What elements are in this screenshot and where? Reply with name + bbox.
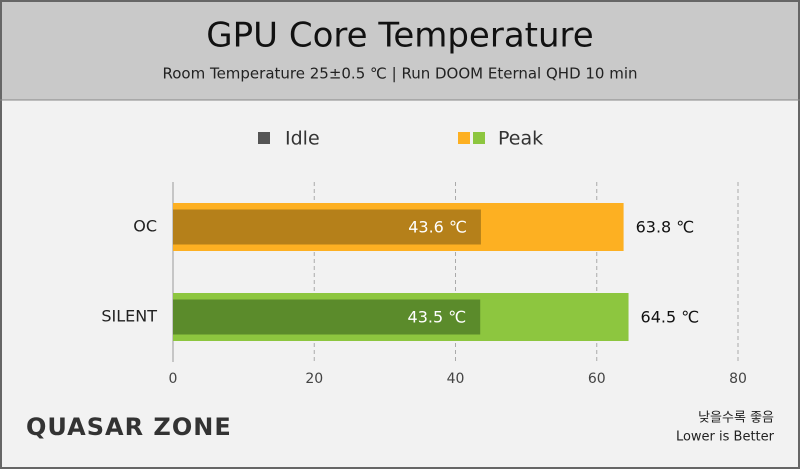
legend-swatch bbox=[258, 132, 270, 144]
x-tick-label: 80 bbox=[729, 371, 747, 387]
value-label: 63.8 ℃ bbox=[636, 218, 695, 237]
chart-subtitle: Room Temperature 25±0.5 ℃ | Run DOOM Ete… bbox=[162, 65, 637, 83]
chart-title: GPU Core Temperature bbox=[206, 16, 593, 56]
header-band bbox=[0, 0, 800, 100]
value-label: 64.5 ℃ bbox=[641, 308, 700, 327]
value-label: 43.6 ℃ bbox=[408, 218, 467, 237]
legend-label: Idle bbox=[285, 128, 320, 150]
x-tick-label: 60 bbox=[588, 371, 606, 387]
y-tick-label: SILENT bbox=[101, 307, 157, 326]
logo: QUASAR ZONE bbox=[26, 413, 232, 441]
bar bbox=[173, 299, 481, 335]
value-label: 43.5 ℃ bbox=[408, 308, 467, 327]
y-tick-label: OC bbox=[133, 217, 157, 236]
legend-swatch bbox=[473, 132, 485, 144]
x-tick-label: 20 bbox=[305, 371, 323, 387]
legend-label: Peak bbox=[498, 128, 543, 150]
x-tick-label: 40 bbox=[447, 371, 465, 387]
note: 낮을수록 좋음 bbox=[698, 411, 774, 426]
x-tick-label: 0 bbox=[169, 371, 178, 387]
legend-swatch bbox=[458, 132, 470, 144]
bar bbox=[173, 209, 481, 245]
note: Lower is Better bbox=[676, 430, 775, 445]
